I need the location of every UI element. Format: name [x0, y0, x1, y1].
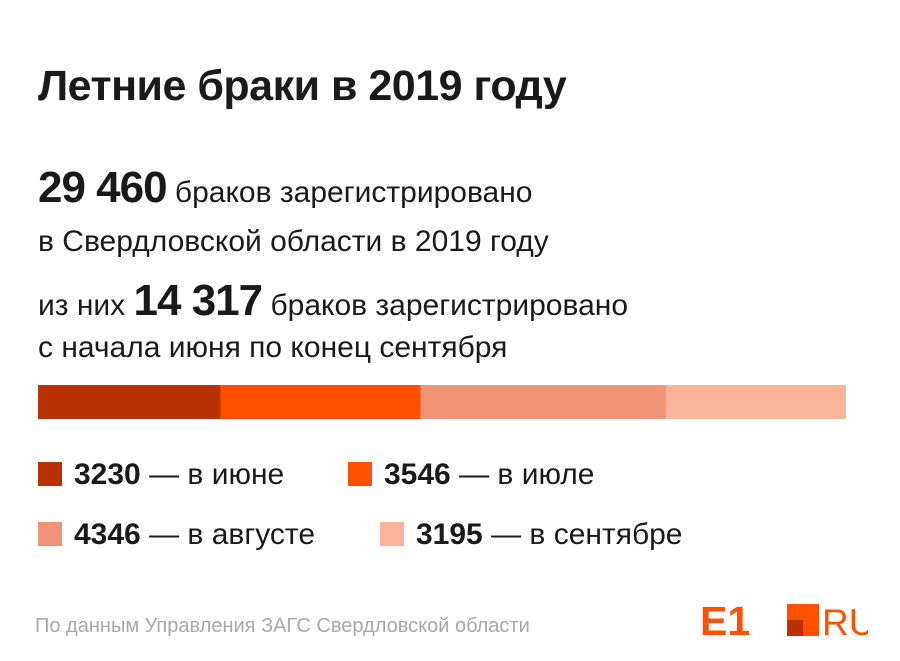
legend-swatch-september	[380, 522, 404, 546]
total-marriages-region: в Свердловской области в 2019 году	[38, 225, 549, 258]
legend-swatch-june	[38, 462, 62, 486]
legend-item-july: 3546 — в июле	[348, 458, 595, 492]
legend-value-june: 3230	[74, 458, 141, 491]
summer-period-text: с начала июня по конец сентября	[38, 331, 508, 364]
legend-label-july: — в июле	[459, 458, 595, 491]
stacked-bar-chart	[38, 385, 846, 419]
e1-logo: E1 RU	[700, 602, 868, 638]
legend-swatch-july	[348, 462, 372, 486]
summer-marriages-text: браков зарегистрировано	[270, 289, 629, 322]
bar-segment-september	[665, 385, 846, 419]
legend-item-august: 4346 — в августе	[38, 518, 315, 552]
logo-square-tl	[787, 604, 803, 620]
legend-label-august: — в августе	[149, 518, 316, 551]
summer-prefix: из них	[38, 289, 126, 322]
legend-item-june: 3230 — в июне	[38, 458, 284, 492]
legend-value-august: 4346	[74, 518, 141, 551]
total-marriages-line: 29 460 браков зарегистрировано	[38, 162, 533, 219]
total-marriages-text: браков зарегистрировано	[174, 176, 533, 209]
legend-value-july: 3546	[384, 458, 451, 491]
total-marriages-value: 29 460	[38, 163, 168, 212]
legend-label-september: — в сентябре	[491, 518, 683, 551]
logo-e1-text: E1	[700, 602, 750, 638]
summer-marriages-line: из них 14 317 браков зарегистрировано	[38, 275, 628, 332]
summer-marriages-value: 14 317	[133, 276, 264, 325]
bar-segment-june	[38, 385, 221, 419]
legend-value-september: 3195	[416, 518, 483, 551]
logo-square-bl	[787, 620, 803, 636]
legend-label-june: — в июне	[149, 458, 285, 491]
legend-swatch-august	[38, 522, 62, 546]
source-footnote: По данным Управления ЗАГС Свердловской о…	[35, 615, 530, 637]
bar-segment-july	[220, 385, 421, 419]
bar-segment-august	[420, 385, 666, 419]
logo-square-r	[803, 604, 819, 636]
chart-title: Летние браки в 2019 году	[38, 62, 567, 110]
logo-ru-text: RU	[822, 602, 868, 638]
legend-item-september: 3195 — в сентябре	[380, 518, 683, 552]
